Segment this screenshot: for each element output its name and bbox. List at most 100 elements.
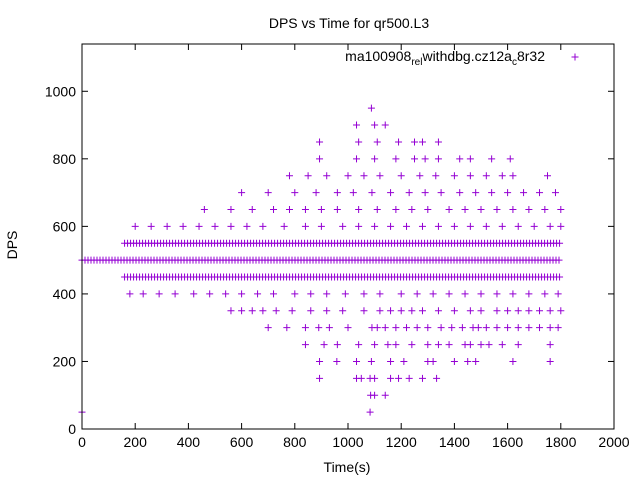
data-point: [464, 357, 472, 365]
y-tick-label: 800: [53, 151, 77, 167]
data-point: [450, 357, 458, 365]
data-point: [179, 222, 187, 230]
data-point: [456, 155, 464, 163]
data-point: [344, 172, 352, 180]
data-point: [434, 341, 442, 349]
data-point: [541, 205, 549, 213]
data-point: [341, 290, 349, 298]
data-point: [381, 324, 389, 332]
data-point: [397, 307, 405, 315]
data-point: [493, 324, 501, 332]
data-point: [371, 222, 379, 230]
axis-ticks: 0 200 400 600 800 1000 1200 1400 1600 1800 2000 0 20…: [45, 44, 630, 450]
data-point: [506, 155, 514, 163]
data-point: [355, 138, 363, 146]
data-point: [403, 222, 411, 230]
data-point: [392, 341, 400, 349]
data-point: [514, 324, 522, 332]
data-point: [448, 324, 456, 332]
data-point: [339, 307, 347, 315]
data-point: [238, 290, 246, 298]
data-point: [525, 307, 533, 315]
data-point: [461, 205, 469, 213]
data-point: [367, 104, 375, 112]
data-point: [360, 290, 368, 298]
data-point: [206, 290, 214, 298]
data-point: [285, 172, 293, 180]
data-point: [411, 155, 418, 163]
data-point: [315, 324, 323, 332]
data-point: [333, 341, 341, 349]
data-point: [551, 189, 559, 197]
data-point: [227, 222, 235, 230]
data-point: [344, 324, 352, 332]
data-point: [357, 374, 365, 382]
data-point: [288, 307, 296, 315]
data-point: [461, 290, 469, 298]
legend-label: ma100908relwithdbg.cz12ac8r32: [345, 48, 545, 68]
data-point: [474, 324, 482, 332]
x-tick-label: 1000: [332, 434, 363, 450]
data-point: [525, 290, 533, 298]
x-tick-label: 1400: [439, 434, 470, 450]
data-point: [434, 155, 442, 163]
data-point: [418, 307, 426, 315]
data-point: [272, 307, 280, 315]
data-point: [387, 357, 395, 365]
data-point: [371, 374, 379, 382]
plot-frame: [81, 43, 615, 430]
data-point: [546, 341, 554, 349]
chart-title: DPS vs Time for qr500.L3: [269, 15, 430, 31]
data-point: [320, 341, 328, 349]
data-point: [291, 189, 299, 197]
data-point: [312, 189, 320, 197]
x-tick-label: 2000: [598, 434, 629, 450]
data-point: [450, 222, 458, 230]
data-point: [546, 324, 554, 332]
data-point: [403, 324, 411, 332]
data-point: [504, 324, 512, 332]
data-point: [353, 357, 361, 365]
data-point: [355, 341, 363, 349]
data-point: [307, 290, 315, 298]
data-point: [488, 155, 496, 163]
data-point: [556, 273, 564, 281]
data-point: [211, 222, 219, 230]
data-point: [482, 222, 490, 230]
data-point: [376, 307, 384, 315]
data-point: [316, 374, 324, 382]
y-tick-label: 600: [53, 218, 77, 234]
data-point: [466, 307, 474, 315]
data-point: [498, 172, 506, 180]
data-point: [163, 222, 171, 230]
data-point: [387, 374, 395, 382]
data-point: [450, 307, 458, 315]
data-point: [445, 290, 453, 298]
legend-marker: [571, 53, 579, 61]
data-point: [316, 155, 324, 163]
data-point: [392, 324, 400, 332]
data-point: [353, 155, 361, 163]
data-point: [333, 189, 341, 197]
data-point: [285, 205, 293, 213]
data-point: [530, 222, 538, 230]
x-tick-label: 1600: [492, 434, 523, 450]
data-point: [477, 205, 485, 213]
data-point: [482, 172, 490, 180]
data-point: [554, 290, 562, 298]
data-point: [264, 189, 272, 197]
x-tick-label: 400: [177, 434, 201, 450]
data-point: [477, 307, 485, 315]
data-point: [381, 121, 389, 129]
x-tick-label: 1200: [386, 434, 417, 450]
data-point: [131, 222, 139, 230]
data-point: [400, 357, 408, 365]
data-point: [493, 290, 501, 298]
data-point: [509, 357, 517, 365]
data-point: [408, 205, 416, 213]
data-point: [546, 357, 554, 365]
data-point: [367, 357, 375, 365]
data-point: [238, 189, 246, 197]
data-point: [243, 222, 251, 230]
data-point: [525, 324, 533, 332]
